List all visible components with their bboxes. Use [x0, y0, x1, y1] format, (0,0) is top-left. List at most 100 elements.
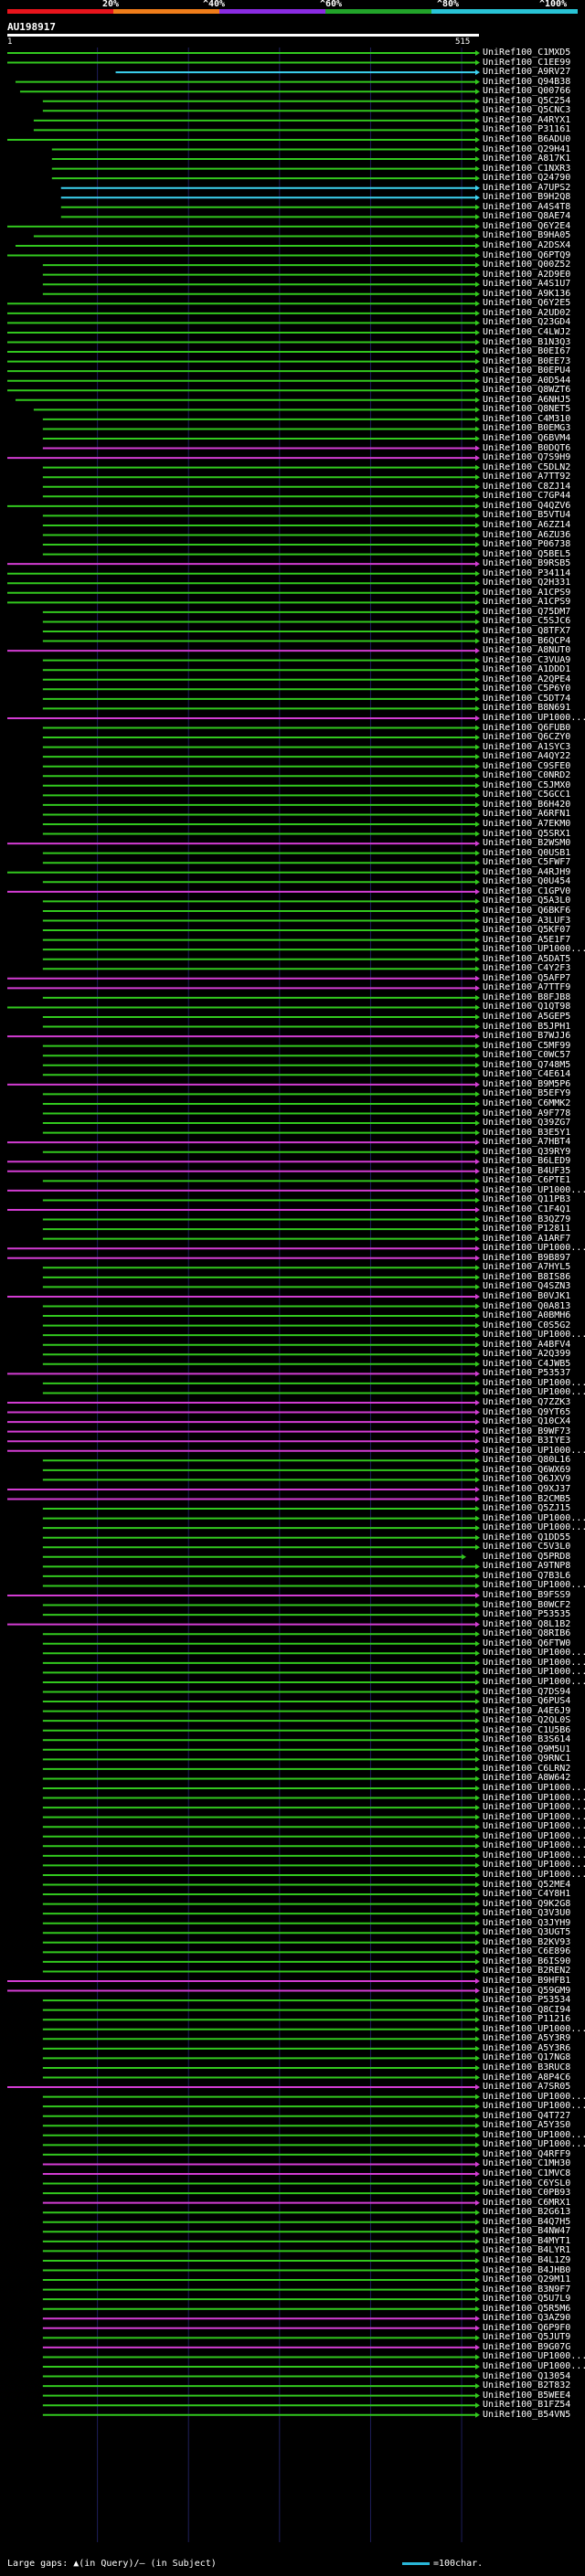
hit-label[interactable]: UniRef100_Q6Y2E5 [483, 298, 571, 309]
hit-label[interactable]: UniRef100_Q8WZT6 [483, 385, 571, 396]
hit-label[interactable]: UniRef100_A4E6J9 [483, 1705, 571, 1716]
hit-label[interactable]: UniRef100_B2KV93 [483, 1936, 571, 1947]
hit-label[interactable]: UniRef100_Q8TFX7 [483, 626, 571, 636]
hit-label[interactable]: UniRef100_P34114 [483, 567, 571, 578]
hit-label[interactable]: UniRef100_B9RSB5 [483, 558, 571, 569]
hit-label[interactable]: UniRef100_Q5ZJ15 [483, 1503, 571, 1514]
hit-label[interactable]: UniRef100_Q2QL0S [483, 1715, 571, 1726]
hit-label[interactable]: UniRef100_UP1000... [483, 1869, 585, 1880]
hit-label[interactable]: UniRef100_UP1000... [483, 1830, 585, 1841]
hit-label[interactable]: UniRef100_UP1000... [483, 2101, 585, 2112]
hit-label[interactable]: UniRef100_Q9YT65 [483, 1406, 571, 1417]
hit-label[interactable]: UniRef100_Q7ZZK3 [483, 1397, 571, 1407]
hit-label[interactable]: UniRef100_A5DAT5 [483, 953, 571, 964]
hit-label[interactable]: UniRef100_C6E896 [483, 1946, 571, 1957]
hit-label[interactable]: UniRef100_C4JWB5 [483, 1358, 571, 1369]
hit-label[interactable]: UniRef100_Q8RIB6 [483, 1628, 571, 1639]
hit-label[interactable]: UniRef100_B9H2Q8 [483, 192, 571, 203]
hit-label[interactable]: UniRef100_Q5U7L9 [483, 2294, 571, 2305]
hit-label[interactable]: UniRef100_B5WEE4 [483, 2390, 571, 2401]
hit-label[interactable]: UniRef100_Q5JUT9 [483, 2332, 571, 2343]
hit-label[interactable]: UniRef100_Q0A813 [483, 1300, 571, 1311]
hit-label[interactable]: UniRef100_Q94B38 [483, 76, 571, 87]
hit-label[interactable]: UniRef100_P53537 [483, 1368, 571, 1379]
hit-label[interactable]: UniRef100_B2T832 [483, 2380, 571, 2391]
hit-label[interactable]: UniRef100_A7HYL5 [483, 1262, 571, 1273]
hit-label[interactable]: UniRef100_B9WF73 [483, 1426, 571, 1436]
hit-label[interactable]: UniRef100_B54VN5 [483, 2409, 571, 2420]
hit-label[interactable]: UniRef100_Q6PUS4 [483, 1696, 571, 1707]
hit-label[interactable]: UniRef100_UP1000... [483, 1243, 585, 1254]
hit-label[interactable]: UniRef100_A9RV27 [483, 67, 571, 78]
hit-label[interactable]: UniRef100_UP1000... [483, 1811, 585, 1822]
hit-label[interactable]: UniRef100_A4S4T8 [483, 201, 571, 212]
hit-label[interactable]: UniRef100_B4L1Z9 [483, 2254, 571, 2265]
hit-label[interactable]: UniRef100_Q7DS94 [483, 1686, 571, 1697]
hit-label[interactable]: UniRef100_UP1000... [483, 944, 585, 955]
hit-label[interactable]: UniRef100_Q52ME4 [483, 1879, 571, 1890]
hit-label[interactable]: UniRef100_UP1000... [483, 1821, 585, 1832]
hit-label[interactable]: UniRef100_C0S5G2 [483, 1320, 571, 1330]
hit-label[interactable]: UniRef100_C8ZJ14 [483, 481, 571, 492]
hit-label[interactable]: UniRef100_B5VTU4 [483, 510, 571, 521]
hit-label[interactable]: UniRef100_B4UF35 [483, 1165, 571, 1176]
hit-label[interactable]: UniRef100_Q6FTW0 [483, 1638, 571, 1648]
hit-label[interactable]: UniRef100_UP1000... [483, 2139, 585, 2150]
hit-label[interactable]: UniRef100_B6ADU0 [483, 133, 571, 144]
hit-label[interactable]: UniRef100_A5GEP5 [483, 1012, 571, 1022]
hit-label[interactable]: UniRef100_B9FSS9 [483, 1590, 571, 1600]
hit-label[interactable]: UniRef100_Q10CX4 [483, 1416, 571, 1427]
hit-label[interactable]: UniRef100_Q4RFF9 [483, 2148, 571, 2159]
hit-label[interactable]: UniRef100_Q7S9H9 [483, 452, 571, 463]
hit-label[interactable]: UniRef100_C1MVC8 [483, 2168, 571, 2178]
hit-label[interactable]: UniRef100_A4RYX1 [483, 114, 571, 125]
hit-label[interactable]: UniRef100_A1ARF7 [483, 1233, 571, 1244]
hit-label[interactable]: UniRef100_B2G613 [483, 2207, 571, 2218]
hit-label[interactable]: UniRef100_C0NRD2 [483, 770, 571, 781]
hit-label[interactable]: UniRef100_A5E1F7 [483, 934, 571, 945]
hit-label[interactable]: UniRef100_Q9K2G8 [483, 1898, 571, 1909]
hit-label[interactable]: UniRef100_C9SFE0 [483, 760, 571, 771]
hit-label[interactable]: UniRef100_P31161 [483, 124, 571, 135]
hit-label[interactable]: UniRef100_C1MXD5 [483, 48, 571, 58]
hit-label[interactable]: UniRef100_Q5PRD8 [483, 1551, 571, 1562]
hit-label[interactable]: UniRef100_B2WSM0 [483, 838, 571, 849]
hit-label[interactable]: UniRef100_A8NUT0 [483, 645, 571, 656]
hit-label[interactable]: UniRef100_C1MH30 [483, 2158, 571, 2169]
hit-label[interactable]: UniRef100_UP1000... [483, 1377, 585, 1388]
hit-label[interactable]: UniRef100_B3S614 [483, 1734, 571, 1745]
hit-label[interactable]: UniRef100_B5JPH1 [483, 1021, 571, 1032]
hit-label[interactable]: UniRef100_UP1000... [483, 1522, 585, 1533]
hit-label[interactable]: UniRef100_UP1000... [483, 2351, 585, 2362]
hit-label[interactable]: UniRef100_A7HBT4 [483, 1137, 571, 1148]
hit-label[interactable]: UniRef100_C3VUA9 [483, 654, 571, 665]
hit-label[interactable]: UniRef100_A9TNP8 [483, 1561, 571, 1572]
hit-label[interactable]: UniRef100_UP1000... [483, 1676, 585, 1687]
hit-label[interactable]: UniRef100_A8P4C6 [483, 2072, 571, 2083]
hit-label[interactable]: UniRef100_B9HA05 [483, 230, 571, 241]
hit-label[interactable]: UniRef100_B3RUC8 [483, 2062, 571, 2072]
hit-label[interactable]: UniRef100_Q6FUB0 [483, 722, 571, 733]
hit-label[interactable]: UniRef100_Q5A3L0 [483, 896, 571, 906]
hit-label[interactable]: UniRef100_A2UD02 [483, 307, 571, 318]
hit-label[interactable]: UniRef100_B1N3Q3 [483, 336, 571, 347]
hit-label[interactable]: UniRef100_Q8L1B2 [483, 1618, 571, 1629]
hit-label[interactable]: UniRef100_B9G07G [483, 2341, 571, 2352]
hit-label[interactable]: UniRef100_B0EI67 [483, 346, 571, 357]
hit-label[interactable]: UniRef100_UP1000... [483, 1783, 585, 1793]
hit-label[interactable]: UniRef100_C1F4Q1 [483, 1204, 571, 1214]
hit-label[interactable]: UniRef100_UP1000... [483, 2023, 585, 2034]
hit-label[interactable]: UniRef100_Q9XJ37 [483, 1483, 571, 1494]
hit-label[interactable]: UniRef100_C1NXR3 [483, 163, 571, 174]
hit-label[interactable]: UniRef100_Q00766 [483, 86, 571, 97]
hit-label[interactable]: UniRef100_UP1000... [483, 2129, 585, 2140]
hit-label[interactable]: UniRef100_A6ZU36 [483, 529, 571, 540]
hit-label[interactable]: UniRef100_Q59GM9 [483, 1985, 571, 1996]
hit-label[interactable]: UniRef100_UP1000... [483, 1387, 585, 1398]
hit-label[interactable]: UniRef100_C1EE99 [483, 57, 571, 68]
hit-label[interactable]: UniRef100_B0VJK1 [483, 1290, 571, 1301]
hit-label[interactable]: UniRef100_A2DSX4 [483, 240, 571, 250]
hit-label[interactable]: UniRef100_C5DT74 [483, 693, 571, 704]
hit-label[interactable]: UniRef100_Q75DM7 [483, 606, 571, 617]
hit-label[interactable]: UniRef100_C5V3L0 [483, 1542, 571, 1553]
